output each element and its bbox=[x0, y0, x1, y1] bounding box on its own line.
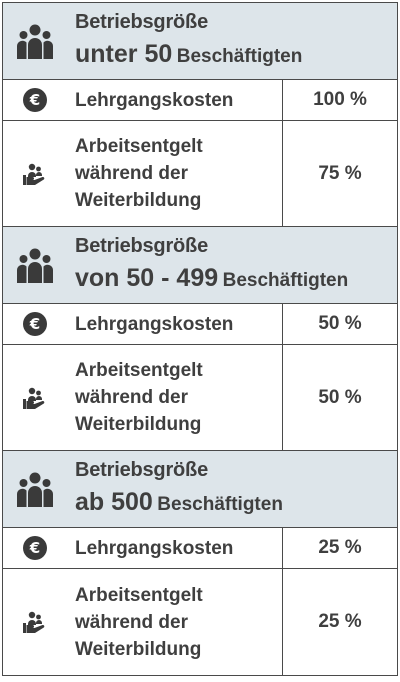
row-label: Arbeitsentgelt während der Weiterbildung bbox=[75, 360, 203, 435]
header-title: Betriebsgröße bbox=[75, 459, 208, 481]
header-size: von 50 - 499 bbox=[75, 264, 219, 292]
header-size: ab 500 bbox=[75, 488, 153, 516]
table-row: Arbeitsentgelt während der Weiterbildung… bbox=[3, 121, 397, 227]
person-hand-icon bbox=[23, 163, 45, 185]
table-row: € Lehrgangskosten 25 % bbox=[3, 528, 397, 569]
section-header-text: Betriebsgröße ab 500 Beschäftigten bbox=[75, 459, 283, 517]
section-header-500-plus: Betriebsgröße ab 500 Beschäftigten bbox=[3, 451, 397, 528]
section-header-under-50: Betriebsgröße unter 50 Beschäftigten bbox=[3, 3, 397, 80]
row-value: 50 % bbox=[282, 304, 397, 344]
header-suffix: Beschäftigten bbox=[157, 494, 283, 515]
person-hand-icon bbox=[23, 387, 45, 409]
funding-table: Betriebsgröße unter 50 Beschäftigten € L… bbox=[2, 2, 398, 676]
group-people-icon bbox=[17, 472, 53, 507]
euro-icon: € bbox=[23, 88, 47, 112]
row-label: Lehrgangskosten bbox=[75, 313, 234, 335]
table-row: Arbeitsentgelt während der Weiterbildung… bbox=[3, 569, 397, 675]
row-value: 25 % bbox=[282, 569, 397, 675]
section-header-text: Betriebsgröße unter 50 Beschäftigten bbox=[75, 11, 302, 69]
euro-icon: € bbox=[23, 312, 47, 336]
group-people-icon bbox=[17, 24, 53, 59]
row-label: Arbeitsentgelt während der Weiterbildung bbox=[75, 584, 203, 660]
header-title: Betriebsgröße bbox=[75, 235, 208, 257]
row-value: 75 % bbox=[282, 121, 397, 226]
header-suffix: Beschäftigten bbox=[222, 270, 349, 291]
header-title: Betriebsgröße bbox=[75, 11, 208, 33]
row-label: Lehrgangskosten bbox=[75, 537, 234, 559]
section-header-text: Betriebsgröße von 50 - 499 Beschäftigten bbox=[75, 235, 348, 293]
header-suffix: Beschäftigten bbox=[176, 46, 303, 67]
row-label: Lehrgangskosten bbox=[75, 89, 234, 111]
header-size: unter 50 bbox=[75, 40, 173, 68]
row-value: 100 % bbox=[282, 80, 397, 120]
section-header-50-499: Betriebsgröße von 50 - 499 Beschäftigten bbox=[3, 227, 397, 304]
table-row: € Lehrgangskosten 100 % bbox=[3, 80, 397, 121]
table-row: Arbeitsentgelt während der Weiterbildung… bbox=[3, 345, 397, 451]
group-people-icon bbox=[17, 248, 53, 283]
row-value: 50 % bbox=[282, 345, 397, 450]
euro-icon: € bbox=[23, 536, 47, 560]
person-hand-icon bbox=[23, 611, 45, 633]
row-value: 25 % bbox=[282, 528, 397, 568]
table-row: € Lehrgangskosten 50 % bbox=[3, 304, 397, 345]
row-label: Arbeitsentgelt während der Weiterbildung bbox=[75, 136, 203, 211]
